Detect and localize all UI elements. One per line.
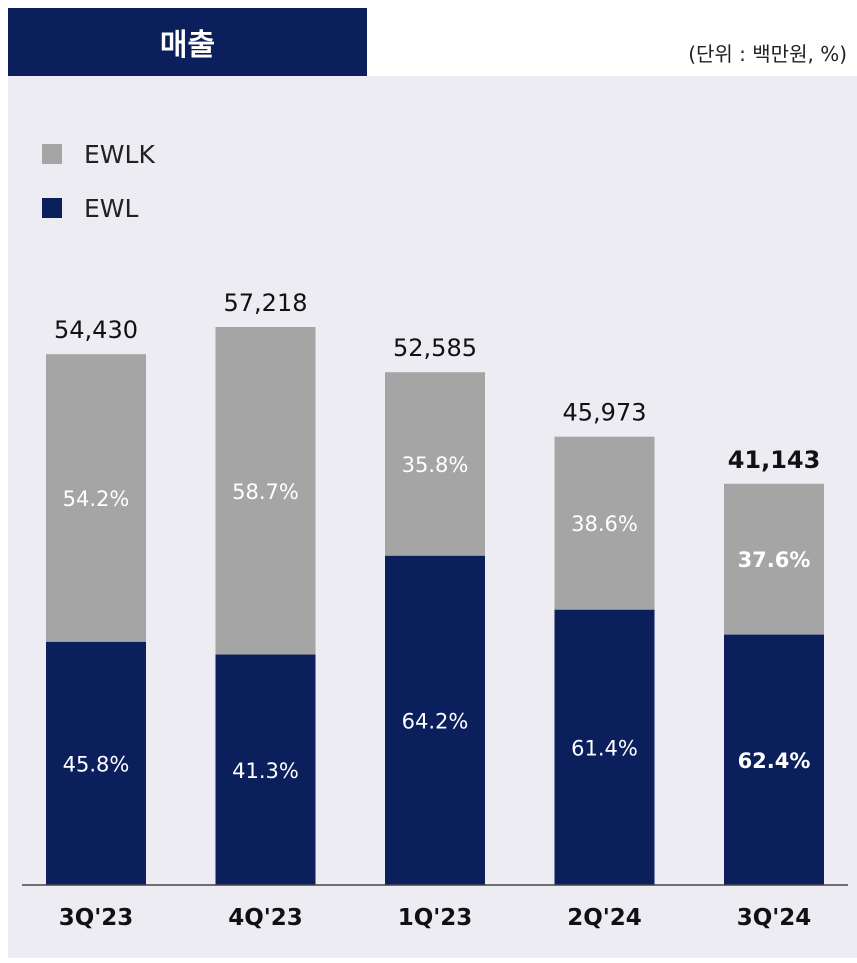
ewlk-share-label-2: 35.8% xyxy=(402,453,469,477)
bar-ewl-0 xyxy=(46,641,146,885)
legend-swatch-ewlk xyxy=(42,144,62,164)
legend: EWLK EWL xyxy=(42,140,155,248)
ewl-share-label-3: 61.4% xyxy=(571,736,638,760)
chart-title: 매출 xyxy=(159,28,216,63)
unit-note: (단위 : 백만원, %) xyxy=(688,42,847,66)
bar-ewl-2 xyxy=(385,555,485,885)
ewl-share-label-1: 41.3% xyxy=(232,759,299,783)
category-label-3: 2Q'24 xyxy=(567,905,642,931)
bar-ewlk-1 xyxy=(215,327,316,655)
ewlk-share-label-3: 38.6% xyxy=(571,512,638,536)
ewlk-share-label-4: 37.6% xyxy=(738,548,811,572)
legend-label-ewlk: EWLK xyxy=(84,139,155,169)
bar-ewlk-0 xyxy=(46,354,146,642)
bar-ewl-1 xyxy=(215,654,316,885)
total-label-4: 41,143 xyxy=(728,446,821,474)
ewl-share-label-2: 64.2% xyxy=(402,709,469,733)
total-label-3: 45,973 xyxy=(563,399,647,427)
category-label-0: 3Q'23 xyxy=(59,905,134,931)
legend-item-ewl: EWL xyxy=(42,193,155,223)
legend-item-ewlk: EWLK xyxy=(42,139,155,169)
ewl-share-label-0: 45.8% xyxy=(63,752,130,776)
total-label-1: 57,218 xyxy=(224,289,308,317)
bar-ewlk-2 xyxy=(385,372,485,556)
legend-swatch-ewl xyxy=(42,198,62,218)
ewlk-share-label-0: 54.2% xyxy=(63,487,130,511)
bar-ewl-3 xyxy=(554,609,655,885)
total-label-0: 54,430 xyxy=(54,316,138,344)
legend-label-ewl: EWL xyxy=(84,193,139,223)
chart-title-box: 매출 xyxy=(8,8,367,76)
ewlk-share-label-1: 58.7% xyxy=(232,480,299,504)
category-label-4: 3Q'24 xyxy=(737,905,812,931)
bar-ewlk-3 xyxy=(554,436,655,610)
category-label-1: 4Q'23 xyxy=(228,905,303,931)
total-label-2: 52,585 xyxy=(393,334,477,362)
bar-ewlk-4 xyxy=(724,483,824,635)
category-label-2: 1Q'23 xyxy=(398,905,473,931)
ewl-share-label-4: 62.4% xyxy=(738,749,811,773)
bar-ewl-4 xyxy=(724,634,824,885)
